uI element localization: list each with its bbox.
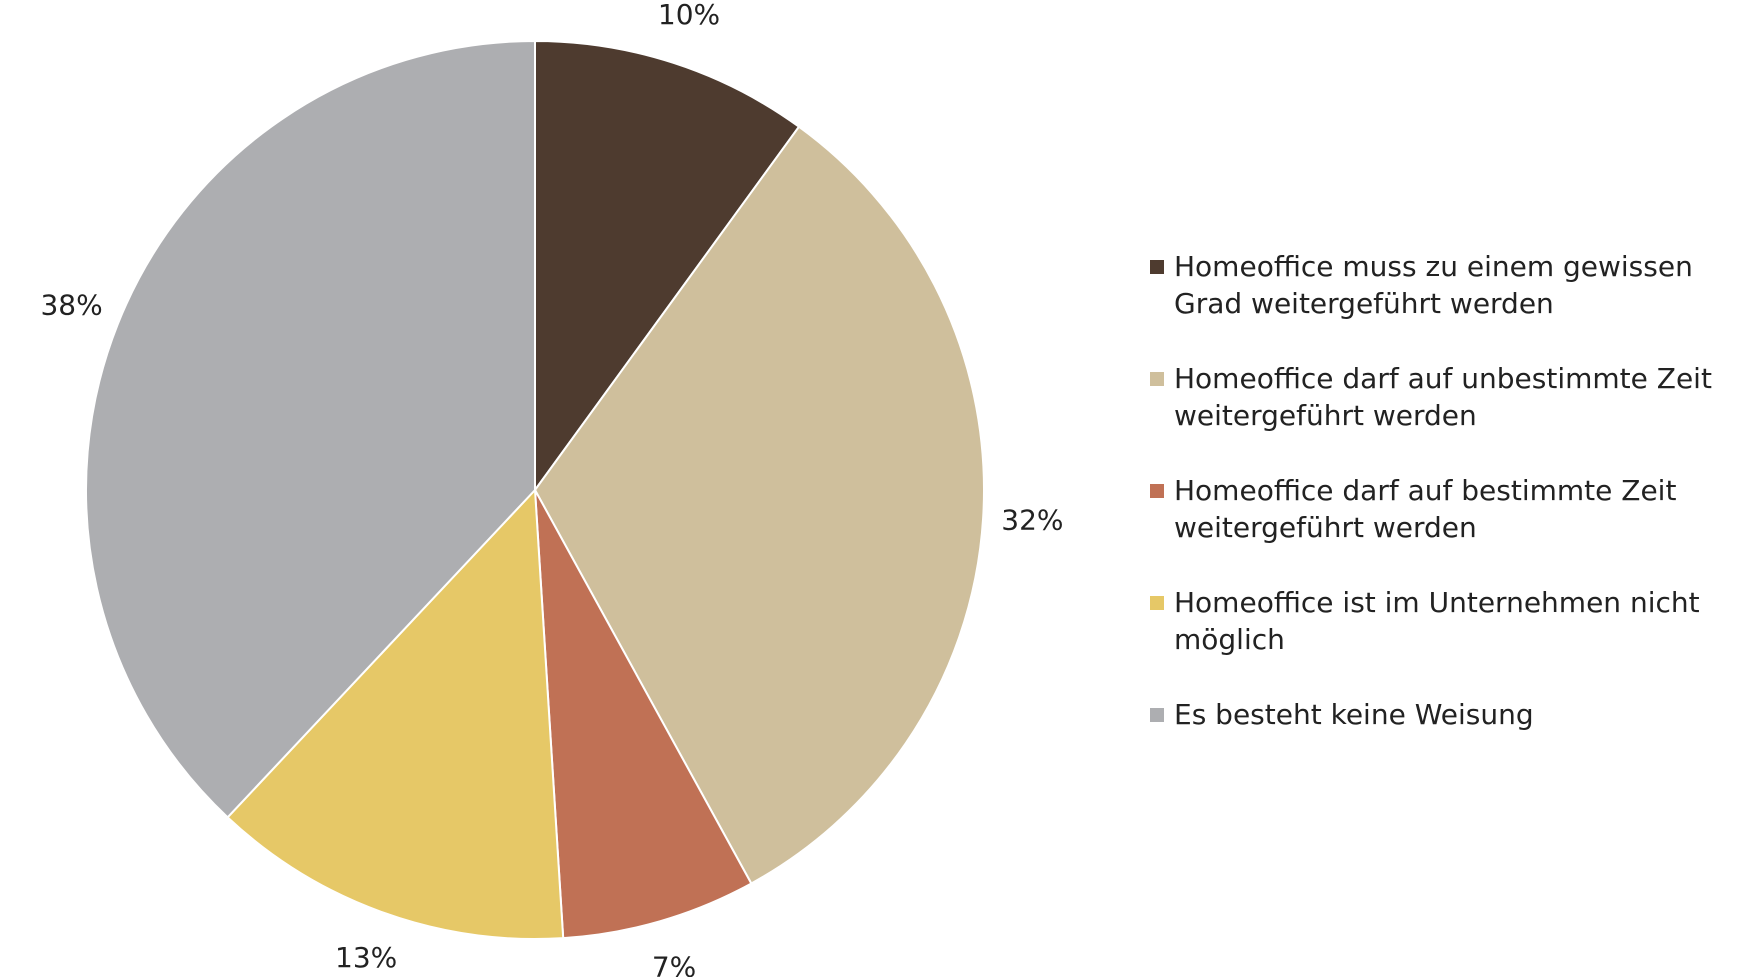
data-label: 13%: [335, 941, 397, 974]
data-label: 7%: [652, 951, 696, 977]
legend-swatch: [1150, 372, 1164, 386]
legend-item: Homeoffice darf auf bestimmte Zeit weite…: [1150, 472, 1750, 546]
legend-swatch: [1150, 484, 1164, 498]
pie-slice: [533, 125, 985, 885]
legend-swatch: [1150, 596, 1164, 610]
legend-item: Homeoffice muss zu einem gewissen Grad w…: [1150, 248, 1750, 322]
data-label: 32%: [1001, 503, 1063, 536]
pie-slice: [534, 39, 801, 494]
pie-slice: [534, 489, 753, 940]
legend: Homeoffice muss zu einem gewissen Grad w…: [1150, 248, 1750, 771]
legend-swatch: [1150, 708, 1164, 722]
pie-slice: [226, 487, 565, 940]
pie-slice: [85, 39, 536, 819]
legend-label: Homeoffice darf auf unbestimmte Zeit wei…: [1174, 362, 1712, 432]
legend-label: Homeoffice ist im Unternehmen nicht mögl…: [1174, 586, 1700, 656]
legend-label: Homeoffice muss zu einem gewissen Grad w…: [1174, 250, 1693, 320]
legend-item: Homeoffice darf auf unbestimmte Zeit wei…: [1150, 360, 1750, 434]
data-label: 10%: [658, 0, 720, 31]
data-label: 38%: [40, 289, 102, 322]
legend-swatch: [1150, 260, 1164, 274]
legend-label: Es besteht keine Weisung: [1174, 698, 1534, 731]
legend-item: Es besteht keine Weisung: [1150, 696, 1750, 733]
legend-item: Homeoffice ist im Unternehmen nicht mögl…: [1150, 584, 1750, 658]
legend-label: Homeoffice darf auf bestimmte Zeit weite…: [1174, 474, 1677, 544]
